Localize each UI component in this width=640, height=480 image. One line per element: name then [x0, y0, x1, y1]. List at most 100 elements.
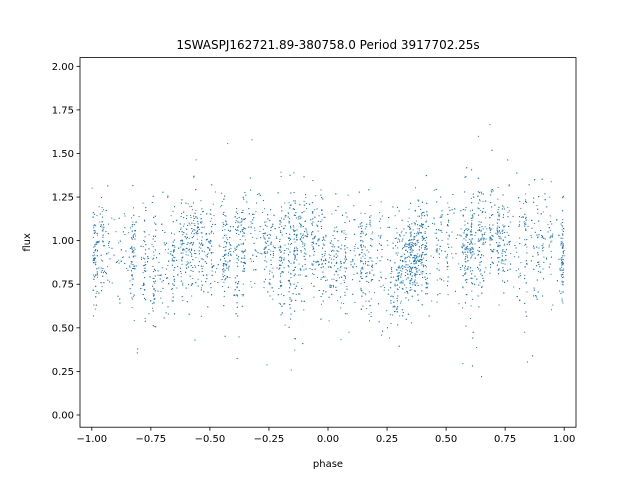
data-point	[538, 263, 540, 265]
data-point	[198, 228, 200, 230]
data-point	[321, 253, 323, 255]
data-point	[359, 253, 361, 255]
data-point	[299, 204, 301, 206]
data-point	[222, 286, 224, 288]
data-point	[420, 256, 422, 258]
data-point	[401, 255, 403, 257]
data-point	[386, 327, 388, 329]
data-point	[300, 217, 302, 219]
data-point	[173, 269, 175, 271]
data-point	[200, 247, 202, 249]
data-point	[225, 246, 227, 248]
data-point	[269, 219, 271, 221]
data-point	[509, 240, 511, 242]
data-point	[291, 299, 293, 301]
data-point	[405, 272, 407, 274]
data-point	[359, 223, 361, 225]
data-point	[347, 194, 349, 196]
data-point	[471, 282, 473, 284]
data-point	[526, 315, 528, 317]
data-point	[489, 272, 491, 274]
data-point	[361, 295, 363, 297]
data-point	[435, 237, 437, 239]
data-point	[300, 233, 302, 235]
data-point	[409, 224, 411, 226]
data-point	[221, 192, 223, 194]
data-point	[407, 240, 409, 242]
data-point	[294, 247, 296, 249]
data-point	[410, 202, 412, 204]
data-point	[93, 232, 95, 234]
data-point	[482, 241, 484, 243]
data-point	[484, 241, 486, 243]
data-point	[226, 243, 228, 245]
data-point	[413, 238, 415, 240]
data-point	[198, 250, 200, 252]
data-point	[211, 274, 213, 276]
data-point	[416, 267, 418, 269]
data-point	[416, 231, 418, 233]
data-point	[508, 184, 510, 186]
data-point	[480, 238, 482, 240]
data-point	[197, 285, 199, 287]
data-point	[489, 239, 491, 241]
data-point	[481, 193, 483, 195]
data-point	[520, 262, 522, 264]
data-point	[477, 177, 479, 179]
data-point	[240, 221, 242, 223]
data-point	[222, 222, 224, 224]
data-point	[477, 207, 479, 209]
data-point	[240, 231, 241, 233]
data-point	[462, 363, 464, 365]
data-point	[394, 310, 396, 312]
data-point	[100, 224, 102, 226]
data-point	[413, 222, 415, 224]
data-point	[124, 215, 126, 217]
data-point	[101, 269, 103, 271]
data-point	[152, 307, 154, 309]
data-point	[269, 243, 271, 245]
data-point	[551, 235, 553, 237]
data-point	[344, 275, 346, 277]
data-point	[222, 263, 224, 264]
data-point	[423, 266, 425, 268]
data-point	[153, 251, 155, 253]
data-point	[343, 262, 345, 264]
data-point	[490, 264, 492, 266]
data-point	[370, 215, 372, 217]
data-point	[541, 236, 543, 238]
data-point	[353, 219, 355, 221]
data-point	[123, 213, 125, 215]
data-point	[465, 281, 467, 283]
data-point	[480, 239, 482, 241]
data-point	[409, 239, 411, 241]
data-point	[372, 279, 374, 281]
data-point	[289, 307, 291, 309]
data-point	[471, 270, 473, 272]
data-point	[346, 286, 348, 288]
data-point	[294, 241, 296, 243]
data-point	[183, 225, 184, 227]
data-point	[398, 210, 400, 212]
data-point	[281, 225, 283, 227]
data-point	[478, 208, 480, 210]
data-point	[371, 233, 373, 235]
data-point	[504, 225, 506, 227]
data-point	[296, 229, 298, 231]
data-point	[173, 284, 175, 286]
data-point	[205, 255, 207, 257]
data-point	[426, 248, 428, 250]
data-point	[508, 241, 510, 243]
data-point	[345, 260, 347, 262]
data-point	[293, 214, 295, 216]
data-point	[424, 232, 426, 234]
data-point	[353, 205, 355, 207]
data-point	[293, 172, 295, 174]
data-point	[548, 244, 550, 246]
data-point	[470, 241, 472, 243]
data-point	[183, 217, 185, 219]
data-point	[283, 227, 285, 229]
data-point	[465, 236, 467, 238]
data-point	[272, 254, 274, 256]
data-point	[244, 192, 246, 194]
